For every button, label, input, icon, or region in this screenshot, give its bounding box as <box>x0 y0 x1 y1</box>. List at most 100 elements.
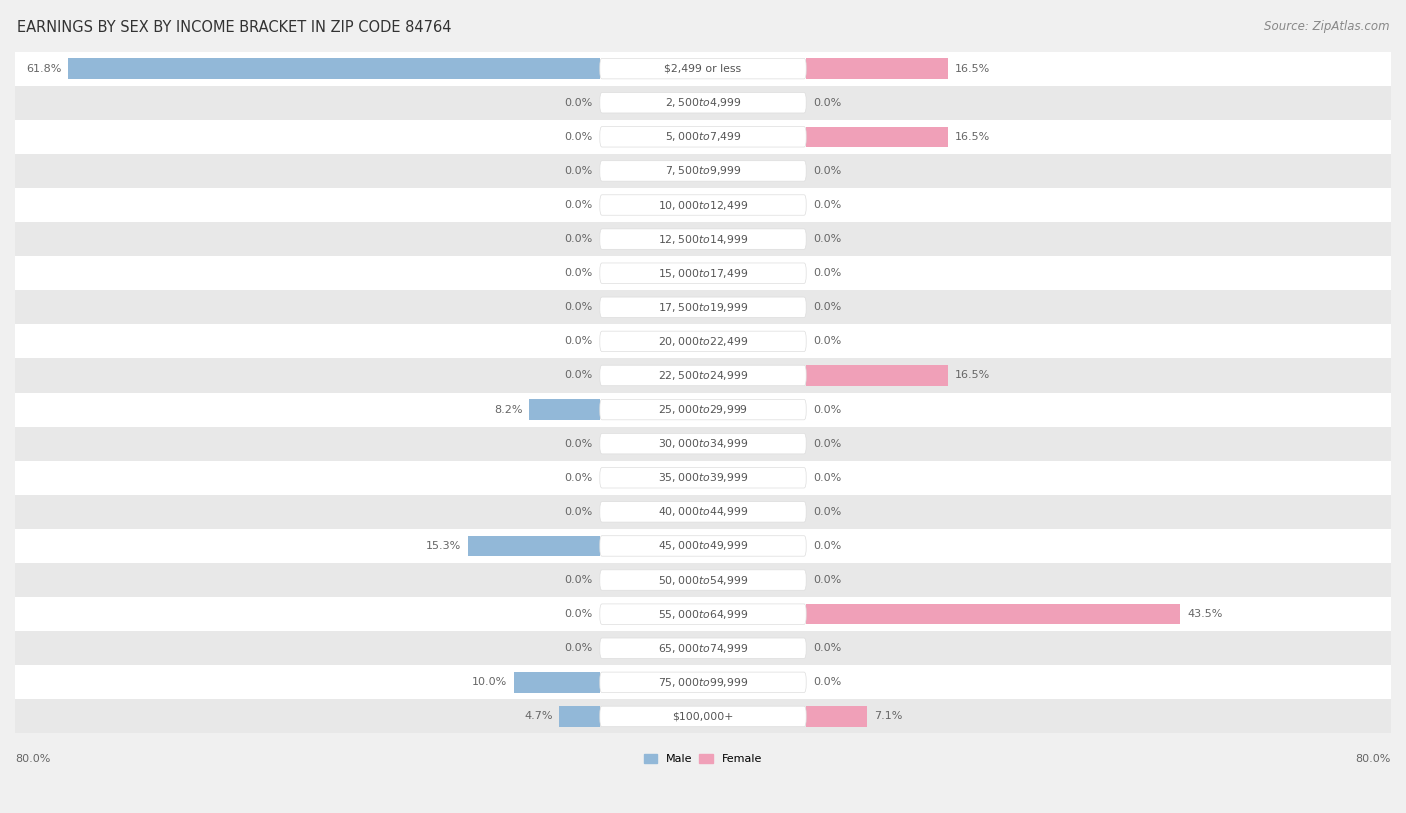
Text: 0.0%: 0.0% <box>813 98 841 108</box>
Bar <box>15 188 1391 222</box>
Text: $5,000 to $7,499: $5,000 to $7,499 <box>665 130 741 143</box>
Text: $65,000 to $74,999: $65,000 to $74,999 <box>658 641 748 654</box>
Text: $25,000 to $29,999: $25,000 to $29,999 <box>658 403 748 416</box>
Text: 0.0%: 0.0% <box>813 473 841 483</box>
Text: $40,000 to $44,999: $40,000 to $44,999 <box>658 506 748 519</box>
Text: 0.0%: 0.0% <box>565 234 593 244</box>
Bar <box>806 604 1180 624</box>
Text: 61.8%: 61.8% <box>27 63 62 74</box>
Text: 0.0%: 0.0% <box>813 234 841 244</box>
Bar <box>15 359 1391 393</box>
Text: $30,000 to $34,999: $30,000 to $34,999 <box>658 437 748 450</box>
FancyBboxPatch shape <box>600 467 806 488</box>
Bar <box>468 536 600 556</box>
Text: 80.0%: 80.0% <box>15 754 51 764</box>
FancyBboxPatch shape <box>600 433 806 454</box>
Text: $50,000 to $54,999: $50,000 to $54,999 <box>658 573 748 586</box>
Text: 0.0%: 0.0% <box>813 575 841 585</box>
Text: 0.0%: 0.0% <box>565 643 593 653</box>
Bar <box>806 706 868 727</box>
Bar <box>15 120 1391 154</box>
Text: 0.0%: 0.0% <box>813 200 841 210</box>
FancyBboxPatch shape <box>600 706 806 727</box>
Bar <box>513 672 600 693</box>
FancyBboxPatch shape <box>600 161 806 181</box>
Bar <box>15 699 1391 733</box>
Bar <box>69 59 600 79</box>
Bar <box>560 706 600 727</box>
Text: 0.0%: 0.0% <box>813 541 841 551</box>
Bar <box>15 290 1391 324</box>
Text: 0.0%: 0.0% <box>813 643 841 653</box>
Text: $7,500 to $9,999: $7,500 to $9,999 <box>665 164 741 177</box>
Text: 0.0%: 0.0% <box>565 302 593 312</box>
Text: 8.2%: 8.2% <box>494 405 523 415</box>
Bar <box>15 563 1391 597</box>
FancyBboxPatch shape <box>600 93 806 113</box>
FancyBboxPatch shape <box>600 297 806 318</box>
FancyBboxPatch shape <box>600 570 806 590</box>
FancyBboxPatch shape <box>600 331 806 351</box>
Bar <box>15 154 1391 188</box>
Text: 0.0%: 0.0% <box>565 609 593 620</box>
Text: 0.0%: 0.0% <box>565 473 593 483</box>
Text: 16.5%: 16.5% <box>955 371 990 380</box>
Text: 0.0%: 0.0% <box>565 506 593 517</box>
FancyBboxPatch shape <box>600 536 806 556</box>
Bar <box>806 365 948 385</box>
Bar <box>15 51 1391 85</box>
Text: 4.7%: 4.7% <box>524 711 553 721</box>
Text: 0.0%: 0.0% <box>813 302 841 312</box>
FancyBboxPatch shape <box>600 127 806 147</box>
FancyBboxPatch shape <box>600 672 806 693</box>
Text: 0.0%: 0.0% <box>813 405 841 415</box>
Bar <box>15 256 1391 290</box>
Text: 0.0%: 0.0% <box>565 132 593 141</box>
FancyBboxPatch shape <box>600 502 806 522</box>
Text: 0.0%: 0.0% <box>565 166 593 176</box>
Text: 0.0%: 0.0% <box>813 337 841 346</box>
Text: $100,000+: $100,000+ <box>672 711 734 721</box>
FancyBboxPatch shape <box>600 195 806 215</box>
Text: 16.5%: 16.5% <box>955 63 990 74</box>
Text: $22,500 to $24,999: $22,500 to $24,999 <box>658 369 748 382</box>
Text: $2,500 to $4,999: $2,500 to $4,999 <box>665 96 741 109</box>
Text: $45,000 to $49,999: $45,000 to $49,999 <box>658 540 748 553</box>
Bar <box>15 665 1391 699</box>
Text: 0.0%: 0.0% <box>813 677 841 687</box>
Bar <box>15 495 1391 529</box>
Text: 0.0%: 0.0% <box>565 575 593 585</box>
Bar <box>15 631 1391 665</box>
Text: $55,000 to $64,999: $55,000 to $64,999 <box>658 607 748 620</box>
Text: $35,000 to $39,999: $35,000 to $39,999 <box>658 472 748 485</box>
Bar <box>529 399 600 420</box>
Bar <box>806 59 948 79</box>
Bar <box>15 222 1391 256</box>
Text: 0.0%: 0.0% <box>813 166 841 176</box>
Text: 43.5%: 43.5% <box>1187 609 1223 620</box>
Text: $12,500 to $14,999: $12,500 to $14,999 <box>658 233 748 246</box>
Bar <box>15 597 1391 631</box>
Text: 0.0%: 0.0% <box>813 268 841 278</box>
Bar <box>15 427 1391 461</box>
FancyBboxPatch shape <box>600 399 806 420</box>
FancyBboxPatch shape <box>600 604 806 624</box>
FancyBboxPatch shape <box>600 263 806 284</box>
Text: $10,000 to $12,499: $10,000 to $12,499 <box>658 198 748 211</box>
Bar <box>15 529 1391 563</box>
Text: 10.0%: 10.0% <box>471 677 508 687</box>
Text: 0.0%: 0.0% <box>565 98 593 108</box>
Text: 7.1%: 7.1% <box>875 711 903 721</box>
Bar <box>15 85 1391 120</box>
Text: EARNINGS BY SEX BY INCOME BRACKET IN ZIP CODE 84764: EARNINGS BY SEX BY INCOME BRACKET IN ZIP… <box>17 20 451 35</box>
Text: $2,499 or less: $2,499 or less <box>665 63 741 74</box>
Text: 16.5%: 16.5% <box>955 132 990 141</box>
Text: 80.0%: 80.0% <box>1355 754 1391 764</box>
Text: $20,000 to $22,499: $20,000 to $22,499 <box>658 335 748 348</box>
FancyBboxPatch shape <box>600 229 806 250</box>
Text: $15,000 to $17,499: $15,000 to $17,499 <box>658 267 748 280</box>
Bar <box>15 324 1391 359</box>
Text: 0.0%: 0.0% <box>565 337 593 346</box>
Bar <box>806 127 948 147</box>
Text: 15.3%: 15.3% <box>426 541 461 551</box>
